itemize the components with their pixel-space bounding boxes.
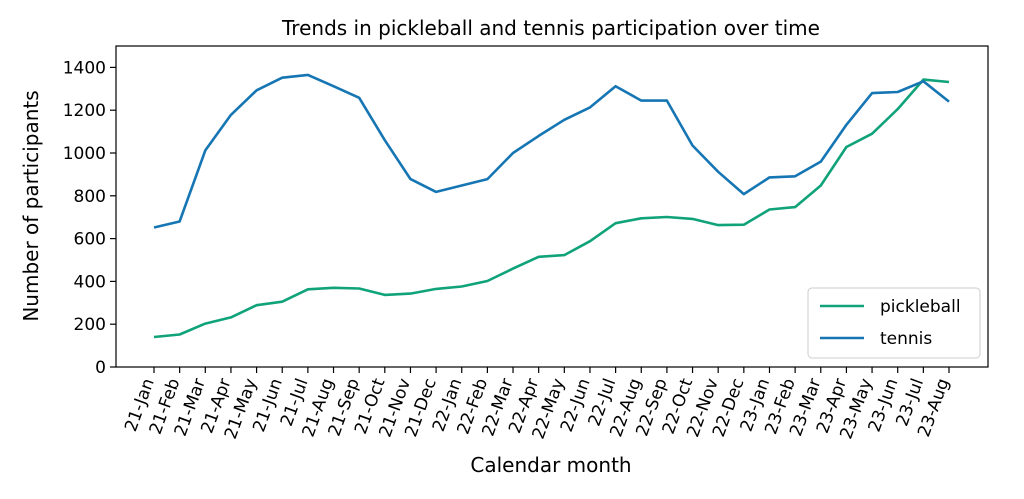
y-tick-label: 1200 <box>63 101 106 121</box>
y-tick-label: 400 <box>74 272 106 292</box>
y-tick-label: 1400 <box>63 58 106 78</box>
series-lines <box>153 73 950 339</box>
x-axis-label: Calendar month <box>470 453 631 477</box>
y-tick-label: 1000 <box>63 144 106 164</box>
y-tick-label: 0 <box>95 358 106 378</box>
y-axis-label: Number of participants <box>19 90 43 321</box>
legend-label-pickleball: pickleball <box>880 297 961 317</box>
y-tick-label: 200 <box>74 315 106 335</box>
x-axis-ticks: 21-Jan21-Feb21-Mar21-Apr21-May21-Jun21-J… <box>121 367 954 442</box>
y-tick-label: 600 <box>74 230 106 250</box>
legend: pickleball tennis <box>807 287 981 359</box>
plot-frame <box>115 45 989 368</box>
series-line-pickleball <box>153 78 950 339</box>
y-tick-label: 800 <box>74 187 106 207</box>
series-line-tennis <box>153 73 950 229</box>
legend-label-tennis: tennis <box>880 329 932 349</box>
y-axis-ticks: 0 200 400 600 800 1000 1200 1400 <box>63 58 116 378</box>
chart-title: Trends in pickleball and tennis particip… <box>281 16 820 40</box>
